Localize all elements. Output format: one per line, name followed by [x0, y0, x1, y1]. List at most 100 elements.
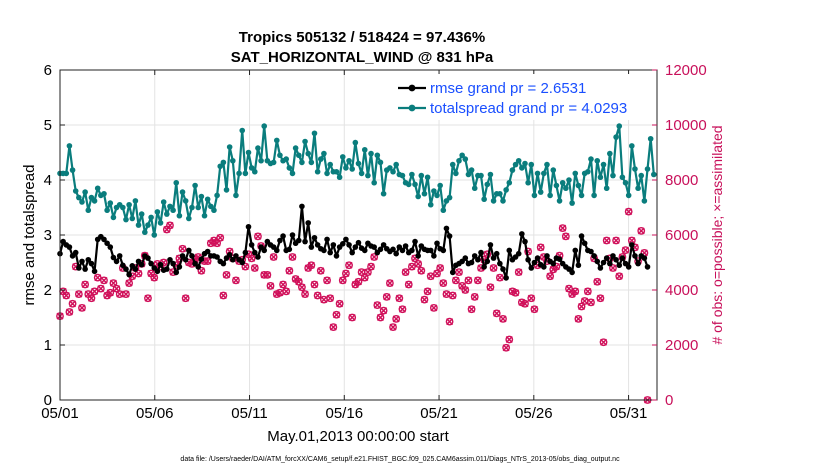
obs-assimilated-point: [515, 268, 523, 276]
totalspread-point: [214, 192, 220, 199]
rmse-point: [380, 242, 387, 248]
obs-assimilated-point: [81, 280, 89, 289]
obs-assimilated-point: [628, 236, 636, 245]
rmse-point: [214, 254, 220, 260]
totalspread-point: [349, 166, 355, 172]
totalspread-point: [63, 170, 70, 177]
totalspread-point: [497, 190, 503, 197]
obs-possible-point: [561, 232, 570, 241]
obs-possible-point: [269, 253, 278, 261]
rmse-point: [343, 236, 349, 243]
rmse-point: [248, 242, 255, 248]
rmse-point: [145, 255, 151, 261]
obs-possible-point: [376, 313, 385, 322]
obs-assimilated-point: [69, 300, 77, 308]
totalspread-point: [302, 138, 308, 145]
obs-possible-point: [222, 270, 231, 279]
totalspread-point: [361, 146, 368, 153]
y-tick-label-left: 5: [44, 117, 52, 134]
rmse-point: [349, 249, 355, 256]
totalspread-point: [66, 143, 73, 149]
obs-possible-point: [348, 313, 357, 322]
totalspread-point: [412, 181, 418, 188]
rmse-point: [110, 254, 117, 261]
rmse-point: [635, 260, 641, 267]
totalspread-point: [456, 157, 462, 164]
x-tick-label: 05/06: [136, 405, 174, 422]
totalspread-point: [251, 168, 258, 175]
obs-assimilated-point: [263, 271, 271, 279]
rmse-point: [541, 264, 547, 270]
totalspread-point: [478, 172, 484, 179]
rmse-point: [361, 247, 368, 254]
totalspread-point: [534, 170, 541, 177]
rmse-point: [497, 260, 503, 267]
totalspread-point: [270, 159, 277, 166]
obs-assimilated-point: [562, 232, 570, 240]
obs-assimilated-point: [166, 221, 174, 229]
x-tick-label: 05/11: [231, 405, 267, 422]
obs-assimilated-point: [348, 313, 356, 322]
obs-assimilated-point: [380, 307, 388, 315]
rmse-point: [531, 259, 538, 266]
totalspread-point: [371, 179, 377, 186]
rmse-point: [409, 247, 415, 254]
obs-assimilated-point: [307, 261, 315, 269]
chart-title-line1: Tropics 505132 / 518424 = 97.436%: [239, 29, 485, 46]
rmse-point: [415, 253, 421, 259]
rmse-point: [255, 254, 261, 260]
rmse-point: [126, 271, 132, 278]
rmse-point: [434, 240, 440, 247]
obs-assimilated-point: [282, 287, 290, 295]
totalspread-point: [647, 135, 654, 142]
totalspread-point: [487, 171, 494, 178]
totalspread-point: [170, 207, 176, 214]
rmse-point: [402, 243, 409, 249]
obs-possible-point: [144, 294, 152, 303]
rmse-point: [619, 255, 626, 261]
obs-possible-point: [81, 280, 90, 289]
rmse-point: [226, 252, 233, 258]
totalspread-point: [509, 167, 516, 173]
totalspread-point: [236, 170, 242, 177]
totalspread-point: [387, 165, 393, 171]
legend: rmse grand pr = 2.6531 totalspread grand…: [393, 74, 654, 120]
y-tick-label-right: 12000: [665, 62, 707, 79]
totalspread-point: [465, 171, 472, 178]
obs-possible-point: [150, 273, 159, 282]
obs-assimilated-point: [251, 264, 259, 272]
totalspread-point: [421, 190, 428, 197]
rmse-point: [261, 247, 268, 254]
y-axis-label-right: # of obs: o=possible; ×=assimilated: [709, 125, 725, 344]
obs-possible-point: [106, 288, 115, 297]
obs-assimilated-point: [62, 291, 70, 300]
rmse-point: [164, 266, 170, 272]
totalspread-point: [208, 203, 214, 210]
obs-assimilated-point: [182, 294, 190, 302]
obs-assimilated-point: [254, 232, 262, 240]
obs-possible-point: [241, 262, 250, 271]
totalspread-point: [409, 171, 415, 178]
totalspread-point: [245, 149, 252, 156]
rmse-point: [277, 237, 283, 244]
obs-assimilated-point: [323, 276, 331, 284]
totalspread-point: [333, 168, 340, 175]
totalspread-point: [317, 156, 324, 162]
obs-possible-point: [439, 279, 448, 288]
obs-assimilated-point: [314, 291, 322, 300]
obs-possible-point: [552, 262, 561, 271]
obs-assimilated-point: [439, 279, 447, 287]
obs-assimilated-point: [216, 234, 224, 242]
obs-possible-point: [596, 294, 605, 303]
obs-possible-point: [178, 244, 187, 253]
obs-possible-point: [574, 314, 583, 323]
rmse-point: [198, 256, 205, 263]
obs-assimilated-point: [408, 263, 416, 271]
totalspread-point: [481, 196, 487, 203]
obs-possible-point: [166, 221, 174, 230]
obs-assimilated-point: [94, 274, 102, 282]
obs-assimilated-point: [433, 269, 441, 278]
totalspread-point: [418, 172, 425, 179]
obs-assimilated-point: [603, 236, 611, 245]
obs-possible-point: [385, 279, 394, 288]
